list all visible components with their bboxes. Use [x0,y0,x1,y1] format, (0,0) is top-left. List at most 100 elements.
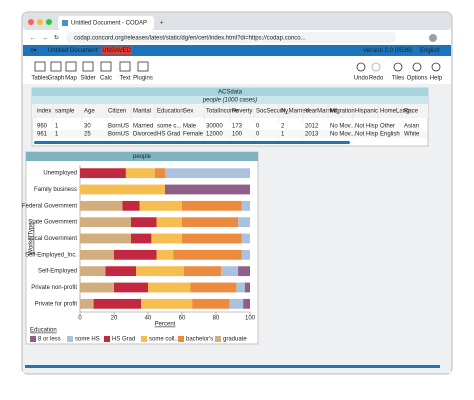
bar-segment[interactable] [241,233,251,244]
bar-segment[interactable] [156,249,174,260]
zoom-button[interactable] [46,19,52,25]
bar-segment[interactable] [114,249,157,260]
tool-label[interactable]: Graph [48,76,65,82]
tool-label[interactable]: Redo [369,76,384,82]
bar-segment[interactable] [192,298,230,309]
column-header[interactable]: sample [55,109,75,115]
column-header[interactable]: TotalIncome [206,109,239,115]
bar-segment[interactable] [93,298,142,309]
tool-label[interactable]: Options [407,76,428,82]
bar-segment[interactable] [80,266,106,277]
bar-segment[interactable] [165,184,250,195]
tool-label[interactable]: Tables [31,76,48,82]
column-header[interactable]: Citizen [108,109,126,115]
bar-segment[interactable] [190,282,237,293]
column-header[interactable]: SocSecurity [256,109,288,115]
legend-label[interactable]: bachelor's [186,337,213,343]
bar-segment[interactable] [80,233,131,244]
case-table[interactable]: ACSdata people (1000 cases) index sample Age… [31,87,429,147]
bar-segment[interactable] [238,266,250,277]
close-button[interactable] [28,19,34,25]
bar-segment[interactable] [148,282,191,293]
bar-segment[interactable] [125,168,155,179]
legend-label[interactable]: some coll... [149,337,180,343]
bar-segment[interactable] [136,266,184,277]
bar-segment[interactable] [105,266,137,277]
tool-label[interactable]: Tiles [392,76,404,82]
column-header[interactable]: Marital [133,109,151,115]
menu-button[interactable]: ≡▾ [30,48,37,54]
column-header[interactable]: index [37,109,51,115]
column-header[interactable]: Migration [330,109,355,115]
column-header[interactable]: Race [404,109,419,115]
bar-segment[interactable] [241,249,251,260]
bar-segment[interactable] [236,282,245,293]
legend-label[interactable]: some HS [75,337,100,343]
bar-segment[interactable] [182,233,242,244]
legend-swatch[interactable] [178,336,184,342]
bar-segment[interactable] [182,217,239,228]
bar-segment[interactable] [165,168,250,179]
column-header[interactable]: Age [84,109,95,115]
language-menu[interactable]: English [420,48,440,54]
bar-segment[interactable] [131,217,157,228]
column-header[interactable]: Hispanic [355,109,378,115]
bar-segment[interactable] [243,298,250,309]
forward-button[interactable]: → [42,36,48,42]
bar-segment[interactable] [80,200,123,211]
tool-label[interactable]: Calc [100,76,112,82]
bar-segment[interactable] [141,298,193,309]
legend-label[interactable]: graduate [223,337,247,343]
column-header[interactable]: Education [157,109,184,115]
y-axis-label[interactable]: WorkerType [29,222,35,255]
tool-label[interactable]: Slider [80,76,95,82]
bar-segment[interactable] [156,217,183,228]
profile-icon[interactable] [429,34,437,42]
bar-segment[interactable] [229,298,244,309]
bar-segment[interactable] [80,217,131,228]
bar-segment[interactable] [80,298,94,309]
bar-segment[interactable] [151,233,182,244]
document-name[interactable]: Untitled Document [48,48,98,54]
legend-label[interactable]: 8 or less [38,337,61,343]
browser-tab[interactable] [58,16,154,30]
tool-label[interactable]: Undo [354,76,369,82]
column-header[interactable]: YearMarried [305,109,337,115]
bar-segment[interactable] [80,249,114,260]
bar-segment[interactable] [183,266,222,277]
bar-segment[interactable] [238,217,250,228]
legend-swatch[interactable] [104,336,110,342]
back-button[interactable]: ← [30,36,36,42]
address-bar[interactable] [66,32,396,43]
bar-segment[interactable] [173,249,242,260]
column-header[interactable]: Poverty [232,109,252,115]
tool-label[interactable]: Help [430,76,443,82]
bar-segment[interactable] [221,266,239,277]
tool-label[interactable]: Text [119,76,130,82]
legend-swatch[interactable] [141,336,147,342]
legend-label[interactable]: HS Grad [112,337,135,343]
x-axis-label[interactable]: Percent [155,322,176,328]
bar-segment[interactable] [244,282,250,293]
bar-segment[interactable] [182,200,242,211]
bar-segment[interactable] [114,282,148,293]
bar-segment[interactable] [80,168,126,179]
legend-title[interactable]: Education [30,328,57,334]
reload-button[interactable]: ↻ [54,35,59,42]
bar-segment[interactable] [241,200,251,211]
bar-segment[interactable] [80,184,165,195]
tool-label[interactable]: Map [65,76,77,82]
bar-segment[interactable] [139,200,183,211]
legend-swatch[interactable] [67,336,73,342]
new-tab[interactable]: + [160,21,164,27]
bar-segment[interactable] [122,200,140,211]
tool-label[interactable]: Plugins [133,76,153,82]
column-header[interactable]: HomeLang [380,109,409,115]
legend-swatch[interactable] [30,336,36,342]
column-header[interactable]: Sex [183,109,193,115]
bar-segment[interactable] [80,282,114,293]
bar-segment[interactable] [131,233,152,244]
minimize-button[interactable] [37,19,43,25]
column-header[interactable]: N_Married [281,109,309,115]
graph[interactable]: people 0 20 40 60 80 100 Percent WorkerType Unemp… [22,151,259,345]
